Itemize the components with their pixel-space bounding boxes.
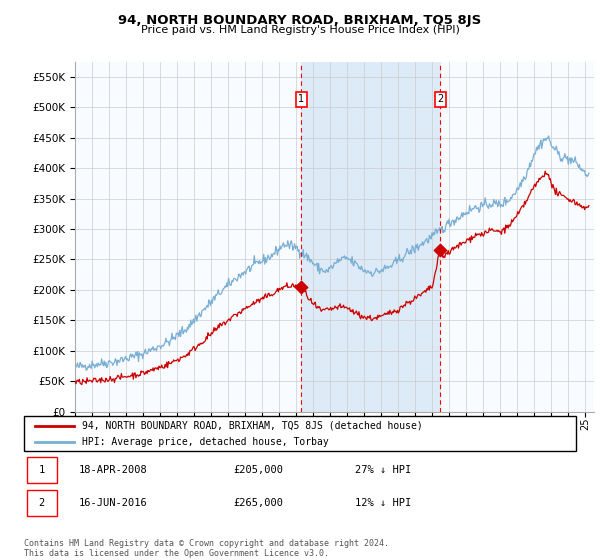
Text: Contains HM Land Registry data © Crown copyright and database right 2024.
This d: Contains HM Land Registry data © Crown c…	[24, 539, 389, 558]
Text: 27% ↓ HPI: 27% ↓ HPI	[355, 465, 412, 475]
Text: 18-APR-2008: 18-APR-2008	[79, 465, 148, 475]
Text: 12% ↓ HPI: 12% ↓ HPI	[355, 498, 412, 508]
Bar	[301, 62, 440, 412]
Text: Price paid vs. HM Land Registry's House Price Index (HPI): Price paid vs. HM Land Registry's House …	[140, 25, 460, 35]
Text: £265,000: £265,000	[234, 498, 284, 508]
Text: 1: 1	[298, 94, 304, 104]
Text: 2: 2	[437, 94, 443, 104]
Text: 1: 1	[38, 465, 45, 475]
Text: 94, NORTH BOUNDARY ROAD, BRIXHAM, TQ5 8JS: 94, NORTH BOUNDARY ROAD, BRIXHAM, TQ5 8J…	[118, 14, 482, 27]
Text: 94, NORTH BOUNDARY ROAD, BRIXHAM, TQ5 8JS (detached house): 94, NORTH BOUNDARY ROAD, BRIXHAM, TQ5 8J…	[82, 421, 423, 431]
Point	[436, 246, 445, 255]
Text: 16-JUN-2016: 16-JUN-2016	[79, 498, 148, 508]
Text: 2: 2	[38, 498, 45, 508]
FancyBboxPatch shape	[27, 457, 57, 483]
Text: £205,000: £205,000	[234, 465, 284, 475]
FancyBboxPatch shape	[27, 490, 57, 516]
Text: HPI: Average price, detached house, Torbay: HPI: Average price, detached house, Torb…	[82, 437, 329, 447]
FancyBboxPatch shape	[24, 416, 576, 451]
Point	[296, 282, 306, 291]
